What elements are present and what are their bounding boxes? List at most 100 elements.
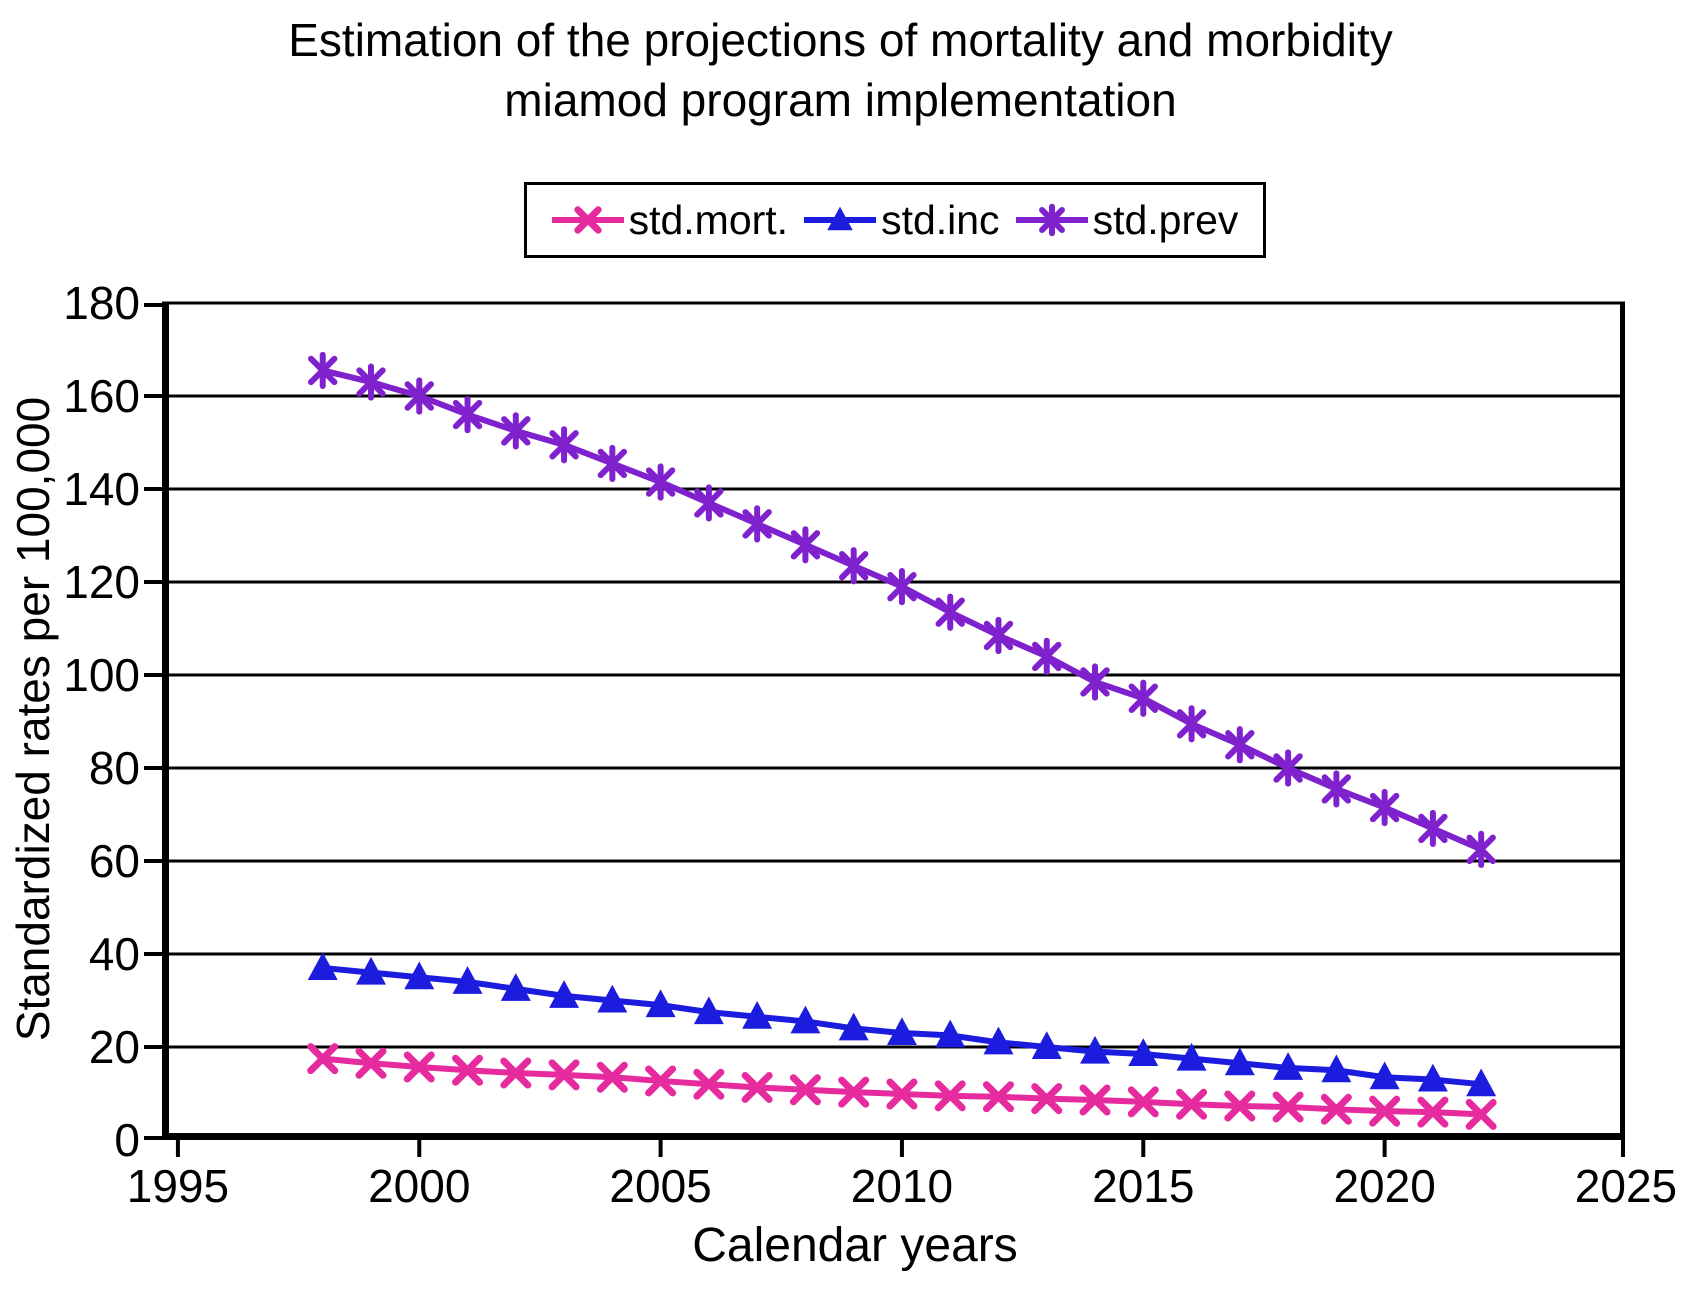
x-marker-icon (307, 1043, 339, 1075)
triangle-marker-icon (838, 1012, 869, 1041)
x-marker-icon (1127, 1086, 1159, 1118)
asterisk-marker-icon (1128, 679, 1158, 717)
series-markers-std-mort (307, 1043, 1497, 1130)
triangle-marker-icon (597, 984, 628, 1013)
triangle-marker-icon (549, 980, 580, 1008)
series-markers-std-prev (308, 351, 1496, 868)
asterisk-marker-icon (1176, 705, 1207, 743)
asterisk-marker-icon (1369, 788, 1400, 827)
asterisk-marker-icon (935, 593, 965, 631)
legend-item-std-mort: std.mort. (551, 196, 789, 244)
x-marker-icon (741, 1071, 773, 1103)
x-tick-label-2020: 2020 (1333, 1160, 1436, 1212)
asterisk-marker-icon (356, 363, 386, 401)
x-marker-icon (645, 1065, 677, 1097)
asterisk-marker-icon (983, 616, 1014, 655)
triangle-marker-icon (307, 952, 338, 980)
y-tick-label-180: 180 (63, 277, 140, 329)
legend-marker-std-mort (551, 206, 624, 234)
y-tick-label-100: 100 (63, 649, 140, 701)
triangle-marker-icon (500, 973, 531, 1001)
chart-title-line2: miamod program implementation (504, 74, 1177, 126)
triangle-marker-icon (886, 1017, 917, 1046)
x-marker-icon (1320, 1093, 1352, 1125)
asterisk-marker-icon (1418, 809, 1448, 848)
series-markers-std-inc (307, 952, 1497, 1097)
triangle-marker-icon (1273, 1052, 1304, 1080)
asterisk-marker-icon (887, 568, 917, 606)
x-tick-label-2000: 2000 (368, 1160, 471, 1212)
asterisk-marker-icon (838, 547, 869, 585)
asterisk-marker-icon (645, 463, 676, 501)
x-marker-icon (789, 1074, 821, 1106)
legend: std.mort. std.inc std.prev (524, 182, 1266, 258)
triangle-marker-icon (356, 956, 386, 985)
plot-area (144, 301, 1625, 1157)
y-tick-label-80: 80 (88, 742, 140, 794)
x-marker-icon (403, 1051, 435, 1083)
asterisk-marker-icon (452, 396, 483, 434)
y-tick-label-40: 40 (88, 928, 140, 980)
legend-marker-std-prev (1015, 203, 1088, 237)
asterisk-marker-icon (1321, 770, 1352, 808)
asterisk-marker-icon (1273, 749, 1303, 787)
asterisk-marker-icon (1080, 663, 1110, 701)
asterisk-marker-icon (308, 351, 338, 390)
triangle-marker-icon (1080, 1035, 1111, 1064)
x-marker-icon (355, 1047, 387, 1079)
x-marker-icon (1079, 1084, 1111, 1116)
asterisk-marker-icon (404, 377, 434, 415)
x-tick-label-2010: 2010 (850, 1160, 954, 1212)
legend-item-std-prev: std.prev (1015, 196, 1239, 244)
legend-label-std-mort: std.mort. (628, 196, 789, 243)
x-marker-icon (1369, 1095, 1401, 1127)
legend-item-std-inc: std.inc (804, 197, 1000, 244)
chart-title-line1: Estimation of the projections of mortali… (288, 14, 1393, 66)
legend-label-std-prev: std.prev (1092, 196, 1239, 243)
asterisk-marker-icon (501, 412, 531, 450)
triangle-marker-icon (983, 1026, 1014, 1055)
x-marker-icon (596, 1061, 628, 1093)
triangle-marker-icon (1128, 1038, 1159, 1066)
triangle-marker-icon (404, 961, 435, 990)
x-marker-icon (1465, 1098, 1497, 1130)
asterisk-marker-icon (790, 526, 821, 564)
y-tick-label-20: 20 (88, 1021, 140, 1073)
y-tick-label-60: 60 (88, 835, 140, 887)
triangle-marker-icon (827, 206, 853, 231)
x-marker-icon (1224, 1090, 1256, 1122)
legend-marker-std-inc (804, 206, 877, 231)
x-tick-label-2005: 2005 (609, 1160, 712, 1212)
y-tick-label-140: 140 (63, 463, 140, 515)
asterisk-marker-icon (1225, 726, 1255, 764)
x-marker-icon (1272, 1091, 1304, 1123)
x-marker-icon (1417, 1096, 1449, 1128)
asterisk-marker-icon (549, 426, 579, 464)
x-axis-label: Calendar years (692, 1219, 1018, 1272)
x-marker-icon (548, 1059, 580, 1091)
asterisk-marker-icon (694, 484, 724, 522)
x-marker-icon (1176, 1088, 1208, 1120)
triangle-marker-icon (1417, 1063, 1448, 1092)
triangle-marker-icon (693, 996, 724, 1025)
x-tick-label-2015: 2015 (1092, 1160, 1195, 1212)
x-marker-icon (693, 1068, 725, 1100)
y-tick-label-120: 120 (63, 556, 140, 608)
asterisk-marker-icon (1032, 637, 1062, 675)
asterisk-marker-icon (597, 444, 628, 483)
x-marker-icon (886, 1078, 918, 1110)
triangle-marker-icon (645, 989, 676, 1018)
y-tick-label-160: 160 (63, 370, 140, 422)
series-line-std-prev (322, 367, 1483, 853)
x-marker-icon (982, 1081, 1014, 1113)
x-marker-icon (452, 1054, 484, 1086)
triangle-marker-icon (1031, 1031, 1062, 1059)
y-tick-label-0: 0 (114, 1114, 140, 1166)
x-tick-label-1995: 1995 (126, 1160, 230, 1212)
asterisk-marker-icon (1466, 830, 1496, 868)
triangle-marker-icon (1176, 1042, 1207, 1071)
x-marker-icon (500, 1057, 532, 1089)
triangle-marker-icon (1224, 1047, 1255, 1076)
triangle-marker-icon (1369, 1061, 1400, 1090)
